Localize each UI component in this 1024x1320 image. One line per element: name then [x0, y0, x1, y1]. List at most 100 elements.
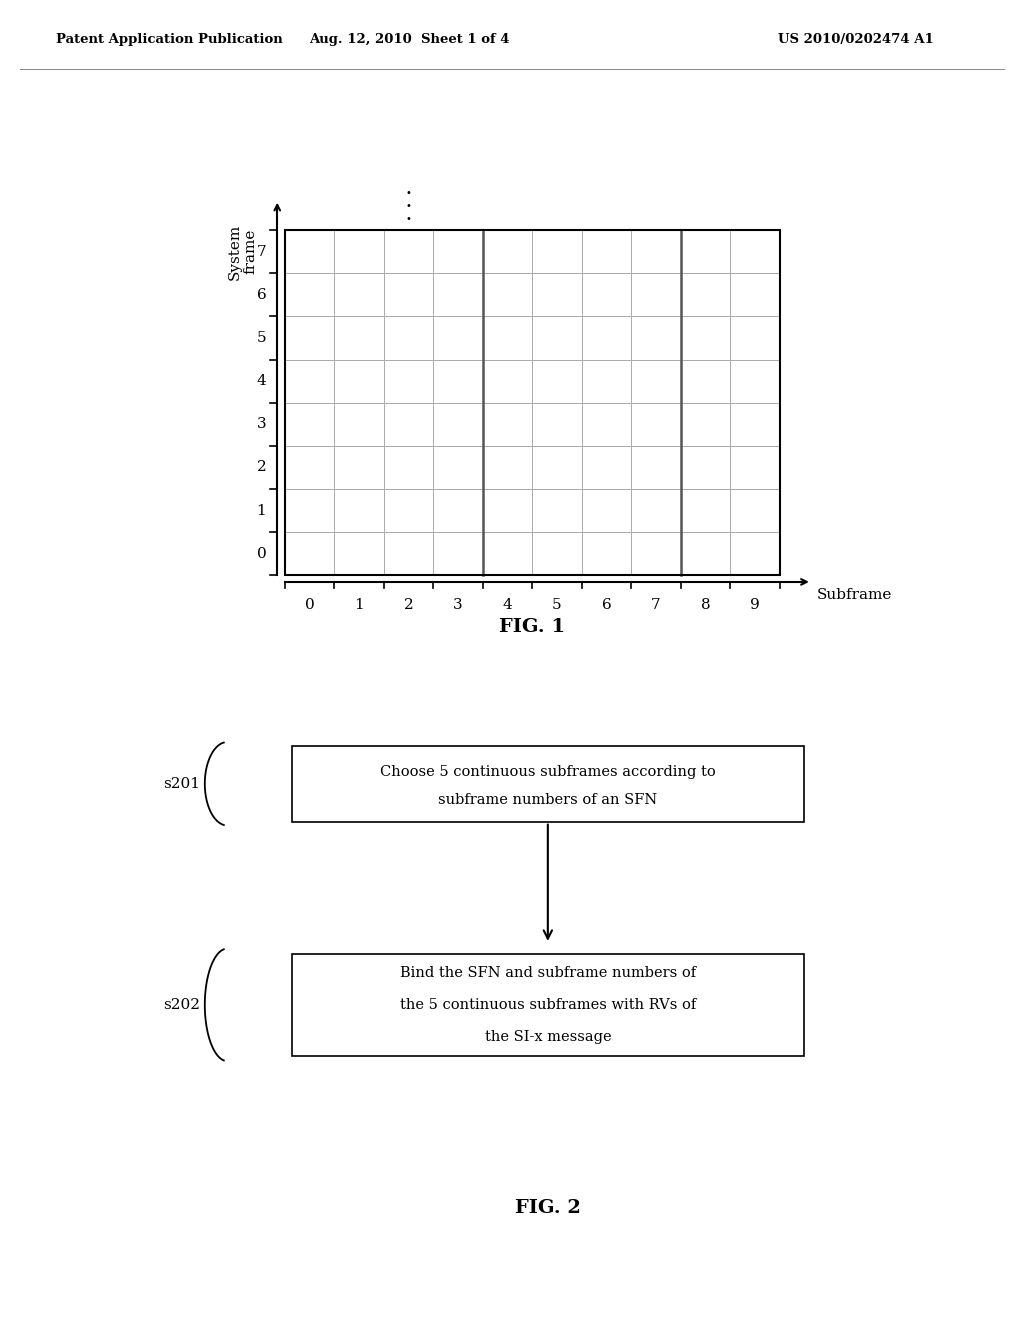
Text: •: • — [406, 214, 412, 224]
Bar — [730, 490, 779, 532]
Bar — [292, 953, 804, 1056]
Bar — [532, 446, 582, 490]
Text: 0: 0 — [257, 546, 266, 561]
Text: •: • — [406, 201, 412, 211]
Text: 4: 4 — [503, 598, 512, 612]
Text: subframe numbers of an SFN: subframe numbers of an SFN — [438, 793, 657, 808]
Bar — [730, 359, 779, 403]
Bar — [631, 359, 681, 403]
Bar — [384, 273, 433, 317]
Bar — [730, 532, 779, 576]
Bar — [334, 446, 384, 490]
Bar — [334, 490, 384, 532]
Text: frame: frame — [243, 228, 257, 275]
Bar — [384, 317, 433, 359]
Text: s201: s201 — [163, 776, 200, 791]
Bar — [730, 273, 779, 317]
Bar — [532, 532, 582, 576]
Text: FIG. 2: FIG. 2 — [515, 1199, 581, 1217]
Bar — [681, 403, 730, 446]
Bar — [482, 230, 532, 273]
Text: the SI-x message: the SI-x message — [484, 1030, 611, 1044]
Bar — [285, 403, 334, 446]
Bar — [681, 490, 730, 532]
Bar — [730, 446, 779, 490]
Bar — [482, 446, 532, 490]
Bar — [384, 403, 433, 446]
Bar — [730, 317, 779, 359]
Bar — [582, 532, 631, 576]
Text: Choose 5 continuous subframes according to: Choose 5 continuous subframes according … — [380, 764, 716, 779]
Text: System: System — [228, 223, 243, 280]
Text: Aug. 12, 2010  Sheet 1 of 4: Aug. 12, 2010 Sheet 1 of 4 — [309, 33, 510, 46]
Text: FIG. 1: FIG. 1 — [499, 618, 565, 636]
Bar — [532, 230, 582, 273]
Bar — [532, 317, 582, 359]
Bar — [582, 403, 631, 446]
Text: 3: 3 — [453, 598, 463, 612]
Bar — [631, 532, 681, 576]
Text: 2: 2 — [257, 461, 266, 474]
Bar — [582, 273, 631, 317]
Bar — [482, 532, 532, 576]
Bar — [482, 359, 532, 403]
Text: 1: 1 — [257, 504, 266, 517]
Bar — [582, 230, 631, 273]
Bar — [631, 273, 681, 317]
Bar — [631, 446, 681, 490]
Bar — [631, 317, 681, 359]
Bar — [532, 359, 582, 403]
Bar — [582, 317, 631, 359]
Text: s202: s202 — [163, 998, 200, 1012]
Bar — [433, 403, 482, 446]
Bar — [285, 273, 334, 317]
Bar — [681, 230, 730, 273]
Bar — [384, 230, 433, 273]
Bar — [582, 490, 631, 532]
Text: 1: 1 — [354, 598, 364, 612]
Bar — [334, 403, 384, 446]
Text: US 2010/0202474 A1: US 2010/0202474 A1 — [778, 33, 934, 46]
Bar — [482, 317, 532, 359]
Bar — [334, 230, 384, 273]
Bar — [334, 273, 384, 317]
Bar — [730, 230, 779, 273]
Bar — [433, 273, 482, 317]
Bar — [582, 446, 631, 490]
Text: Subframe: Subframe — [817, 587, 892, 602]
Text: Bind the SFN and subframe numbers of: Bind the SFN and subframe numbers of — [399, 966, 696, 981]
Bar — [433, 317, 482, 359]
Bar — [384, 490, 433, 532]
Text: 9: 9 — [750, 598, 760, 612]
Text: 4: 4 — [257, 374, 266, 388]
Bar — [285, 230, 779, 576]
Bar — [681, 359, 730, 403]
Text: 8: 8 — [700, 598, 711, 612]
Bar — [285, 446, 334, 490]
Bar — [681, 532, 730, 576]
Text: 0: 0 — [304, 598, 314, 612]
Bar — [384, 446, 433, 490]
Bar — [631, 403, 681, 446]
Bar — [334, 359, 384, 403]
Text: 6: 6 — [257, 288, 266, 302]
Bar — [433, 532, 482, 576]
Bar — [532, 273, 582, 317]
Bar — [532, 403, 582, 446]
Bar — [285, 317, 334, 359]
Text: 5: 5 — [257, 331, 266, 345]
Text: Patent Application Publication: Patent Application Publication — [56, 33, 283, 46]
Bar — [285, 359, 334, 403]
Text: 2: 2 — [403, 598, 414, 612]
Bar — [384, 532, 433, 576]
Bar — [681, 317, 730, 359]
Text: 5: 5 — [552, 598, 562, 612]
Bar — [285, 230, 334, 273]
Bar — [433, 490, 482, 532]
Bar — [334, 532, 384, 576]
Bar — [292, 746, 804, 821]
Bar — [285, 490, 334, 532]
Bar — [334, 317, 384, 359]
Text: 7: 7 — [257, 244, 266, 259]
Bar — [631, 230, 681, 273]
